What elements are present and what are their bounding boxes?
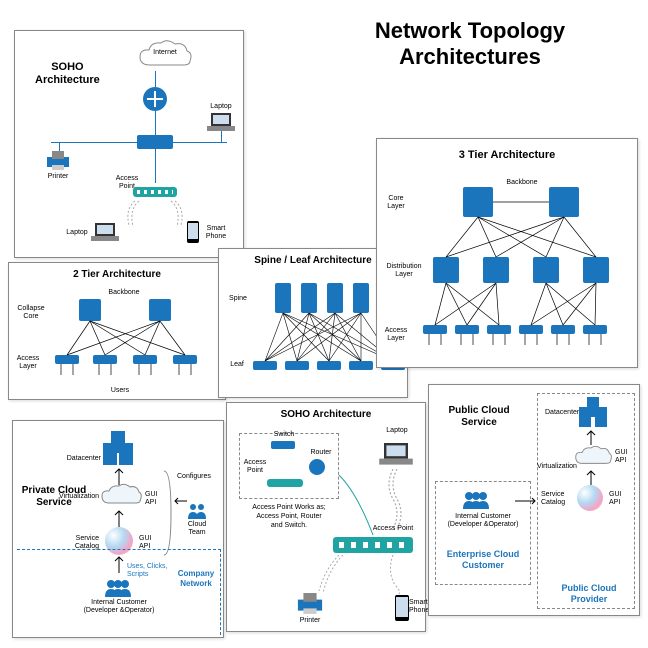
provider-label: Public Cloud Provider (549, 583, 629, 605)
panel-soho1: SOHO Architecture Internet Printer Lapto… (14, 30, 244, 258)
datacenter-icon (579, 407, 591, 427)
gui-api-label: GUI API (615, 449, 635, 465)
panel-public-cloud: Public Cloud Service Datacenter Virtuali… (428, 384, 640, 616)
arrow-icon (585, 469, 597, 485)
gui-api-label: GUI API (145, 491, 165, 507)
link-line (155, 71, 156, 87)
panel-tier2: 2 Tier Architecture Backbone Collapse Co… (8, 262, 226, 400)
phone-label: Smart Phone (201, 225, 231, 241)
panel-private-cloud: Private Cloud Service Datacenter Virtual… (12, 420, 224, 638)
access-point-icon (133, 187, 177, 197)
panel-soho2: SOHO Architecture Switch Router Access P… (226, 402, 426, 632)
printer-label: Printer (41, 173, 75, 180)
catalog-sphere-icon (577, 485, 603, 511)
bracket-icon (163, 469, 175, 557)
arrow-icon (585, 429, 597, 445)
soho1-title: SOHO Architecture (35, 61, 100, 87)
gui-api-label2: GUI API (609, 491, 629, 507)
wifi-wave-icon (387, 555, 411, 595)
laptop-label: Laptop (207, 103, 235, 110)
laptop-icon (207, 113, 235, 133)
arrow-icon (113, 509, 125, 527)
datacenter-label: Datacenter (55, 455, 101, 462)
configures-label: Configures (177, 473, 219, 480)
wifi-wave-icon (317, 555, 347, 595)
mesh-lines (9, 263, 227, 401)
link-line (51, 142, 227, 143)
router-icon (143, 87, 167, 111)
printer-icon (295, 593, 325, 615)
cloud-team-label: Cloud Team (179, 521, 215, 537)
mesh-lines (377, 139, 639, 369)
smartphone-icon (187, 221, 199, 243)
internal-customer-label: Internal Customer (Developer &Operator) (439, 513, 527, 529)
virt-cloud-icon (99, 483, 143, 509)
printer-label: Printer (293, 617, 327, 624)
datacenter-icon (595, 407, 607, 427)
arrow-right-icon (515, 497, 539, 505)
catalog-label: Service Catalog (541, 491, 575, 507)
title-line2: Architectures (399, 44, 541, 69)
dashed-border (17, 549, 221, 635)
printer-icon (45, 151, 71, 171)
datacenter-icon (103, 443, 117, 465)
smartphone-icon (395, 595, 409, 621)
enterprise-label: Enterprise Cloud Customer (443, 549, 523, 571)
link-line (155, 111, 156, 135)
laptop-label: Laptop (63, 229, 91, 236)
internal-customer-icon (461, 491, 491, 509)
virt-label: Virtualization (49, 493, 99, 500)
laptop-icon (91, 223, 119, 243)
cloud-team-icon (187, 503, 207, 519)
link-line (155, 149, 156, 183)
internet-cloud-icon (135, 39, 195, 73)
title-line1: Network Topology (375, 18, 565, 43)
public-cloud-title: Public Cloud Service (437, 405, 521, 429)
internet-label: Internet (150, 49, 180, 56)
arrow-left-icon (173, 497, 187, 505)
page-title: Network Topology Architectures (320, 18, 620, 70)
panel-tier3: 3 Tier Architecture Backbone Core Layer … (376, 138, 638, 368)
datacenter-icon (119, 443, 133, 465)
virt-label: Virtualization (537, 463, 583, 470)
phone-label: Smart Phone (409, 599, 427, 615)
